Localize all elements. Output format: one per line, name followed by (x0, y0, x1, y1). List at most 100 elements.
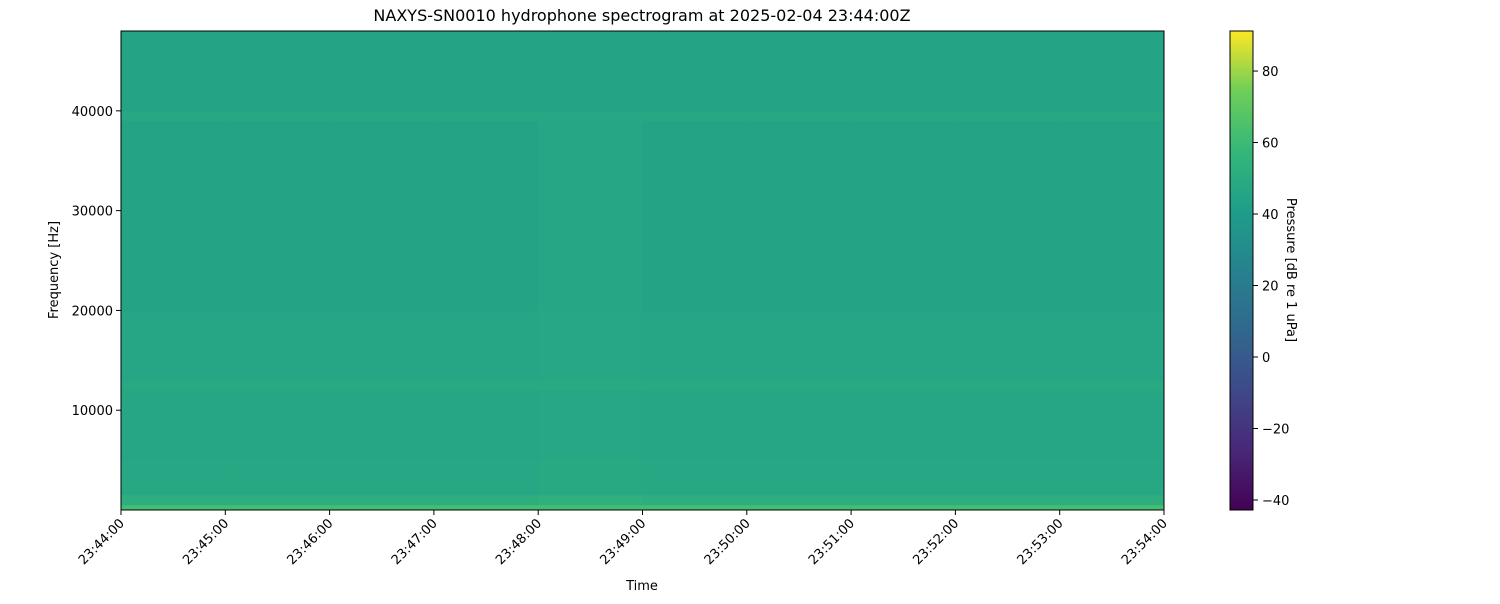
heatmap-cell (851, 390, 956, 461)
heatmap-cell (1059, 120, 1165, 311)
heatmap-cell (1059, 460, 1165, 496)
x-tick-label: 23:54:00 (1119, 516, 1171, 568)
heatmap-cell (1059, 31, 1165, 112)
x-tick-label: 23:45:00 (180, 516, 232, 568)
heatmap-cell (746, 505, 852, 511)
heatmap-cell (121, 110, 226, 122)
heatmap-cell (851, 505, 956, 511)
heatmap-cell (538, 505, 643, 511)
heatmap-cell (955, 390, 1061, 461)
heatmap-cell (955, 380, 1061, 391)
heatmap-cell (642, 495, 748, 506)
heatmap-cell (642, 380, 748, 391)
heatmap-cell (121, 31, 226, 112)
heatmap-cell (851, 110, 956, 122)
heatmap-cells (121, 31, 1165, 511)
heatmap-cell (329, 310, 435, 381)
x-tick-label: 23:52:00 (910, 516, 962, 568)
x-axis-label: Time (625, 579, 658, 594)
heatmap-cell (433, 390, 539, 461)
heatmap-cell (329, 380, 435, 391)
heatmap-cell (433, 31, 539, 112)
heatmap-cell (225, 380, 331, 391)
heatmap-cell (225, 120, 331, 311)
y-axis: 10000 20000 30000 40000 (72, 105, 121, 419)
colorbar (1229, 30, 1254, 511)
heatmap-cell (1059, 390, 1165, 461)
heatmap-cell (225, 310, 331, 381)
x-axis: 23:44:00 23:45:00 23:46:00 23:47:00 23:48:00… (76, 510, 1171, 568)
x-tick-label: 23:46:00 (285, 516, 337, 568)
heatmap-cell (538, 390, 643, 461)
colorbar-tick-label: −20 (1262, 422, 1289, 437)
heatmap-cell (433, 120, 539, 311)
y-tick-label: 10000 (72, 404, 113, 419)
heatmap-cell (329, 110, 435, 122)
y-tick-label: 40000 (72, 105, 113, 120)
heatmap-cell (225, 390, 331, 461)
heatmap-cell (851, 31, 956, 112)
x-tick-label: 23:48:00 (493, 516, 545, 568)
colorbar-tick-label: 80 (1262, 65, 1279, 80)
heatmap-cell (851, 460, 956, 496)
heatmap-cell (433, 380, 539, 391)
heatmap-cell (746, 120, 852, 311)
x-tick-label: 23:47:00 (389, 516, 441, 568)
colorbar-tick-label: 20 (1262, 280, 1279, 295)
heatmap-cell (642, 460, 748, 496)
colorbar-tick-label: −40 (1262, 494, 1289, 509)
heatmap-cell (851, 310, 956, 381)
heatmap-cell (225, 31, 331, 112)
heatmap-cell (225, 460, 331, 496)
x-tick-label: 23:49:00 (597, 516, 649, 568)
heatmap-cell (642, 31, 748, 112)
heatmap-cell (1059, 380, 1165, 391)
heatmap-cell (433, 310, 539, 381)
heatmap-cell (746, 110, 852, 122)
heatmap-cell (121, 380, 226, 391)
heatmap-cell (642, 310, 748, 381)
heatmap-cell (329, 120, 435, 311)
heatmap-cell (642, 505, 748, 511)
heatmap-cell (538, 310, 643, 381)
heatmap-cell (538, 120, 643, 311)
heatmap-cell (121, 495, 226, 506)
heatmap-cell (433, 460, 539, 496)
heatmap-cell (746, 390, 852, 461)
heatmap-cell (329, 460, 435, 496)
heatmap-cell (746, 31, 852, 112)
heatmap-cell (538, 31, 643, 112)
y-tick-label: 20000 (72, 304, 113, 319)
x-tick-label: 23:50:00 (702, 516, 754, 568)
colorbar-tick-label: 60 (1262, 137, 1279, 152)
heatmap-cell (746, 460, 852, 496)
heatmap-cell (955, 310, 1061, 381)
heatmap-cell (121, 310, 226, 381)
heatmap-cell (851, 495, 956, 506)
heatmap-cell (955, 31, 1061, 112)
heatmap-cell (121, 505, 226, 511)
heatmap-cell (121, 390, 226, 461)
heatmap-cell (955, 495, 1061, 506)
heatmap-cell (329, 495, 435, 506)
heatmap-cell (746, 495, 852, 506)
heatmap-cell (225, 110, 331, 122)
heatmap-cell (433, 495, 539, 506)
colorbar-label: Pressure [dB re 1 uPa] (1283, 198, 1298, 342)
x-tick-label: 23:44:00 (76, 516, 128, 568)
heatmap-cell (1059, 505, 1165, 511)
x-tick-label: 23:51:00 (806, 516, 858, 568)
heatmap-cell (746, 380, 852, 391)
heatmap-cell (225, 495, 331, 506)
heatmap-cell (433, 110, 539, 122)
heatmap-cell (1059, 310, 1165, 381)
heatmap-cell (955, 505, 1061, 511)
colorbar-tick-label: 0 (1262, 351, 1270, 366)
chart-title: NAXYS-SN0010 hydrophone spectrogram at 2… (373, 6, 910, 25)
x-tick-label: 23:53:00 (1015, 516, 1067, 568)
colorbar-axis: −40 −20 0 20 40 60 80 (1253, 65, 1289, 509)
heatmap-cell (1059, 495, 1165, 506)
y-axis-label: Frequency [Hz] (47, 221, 62, 319)
